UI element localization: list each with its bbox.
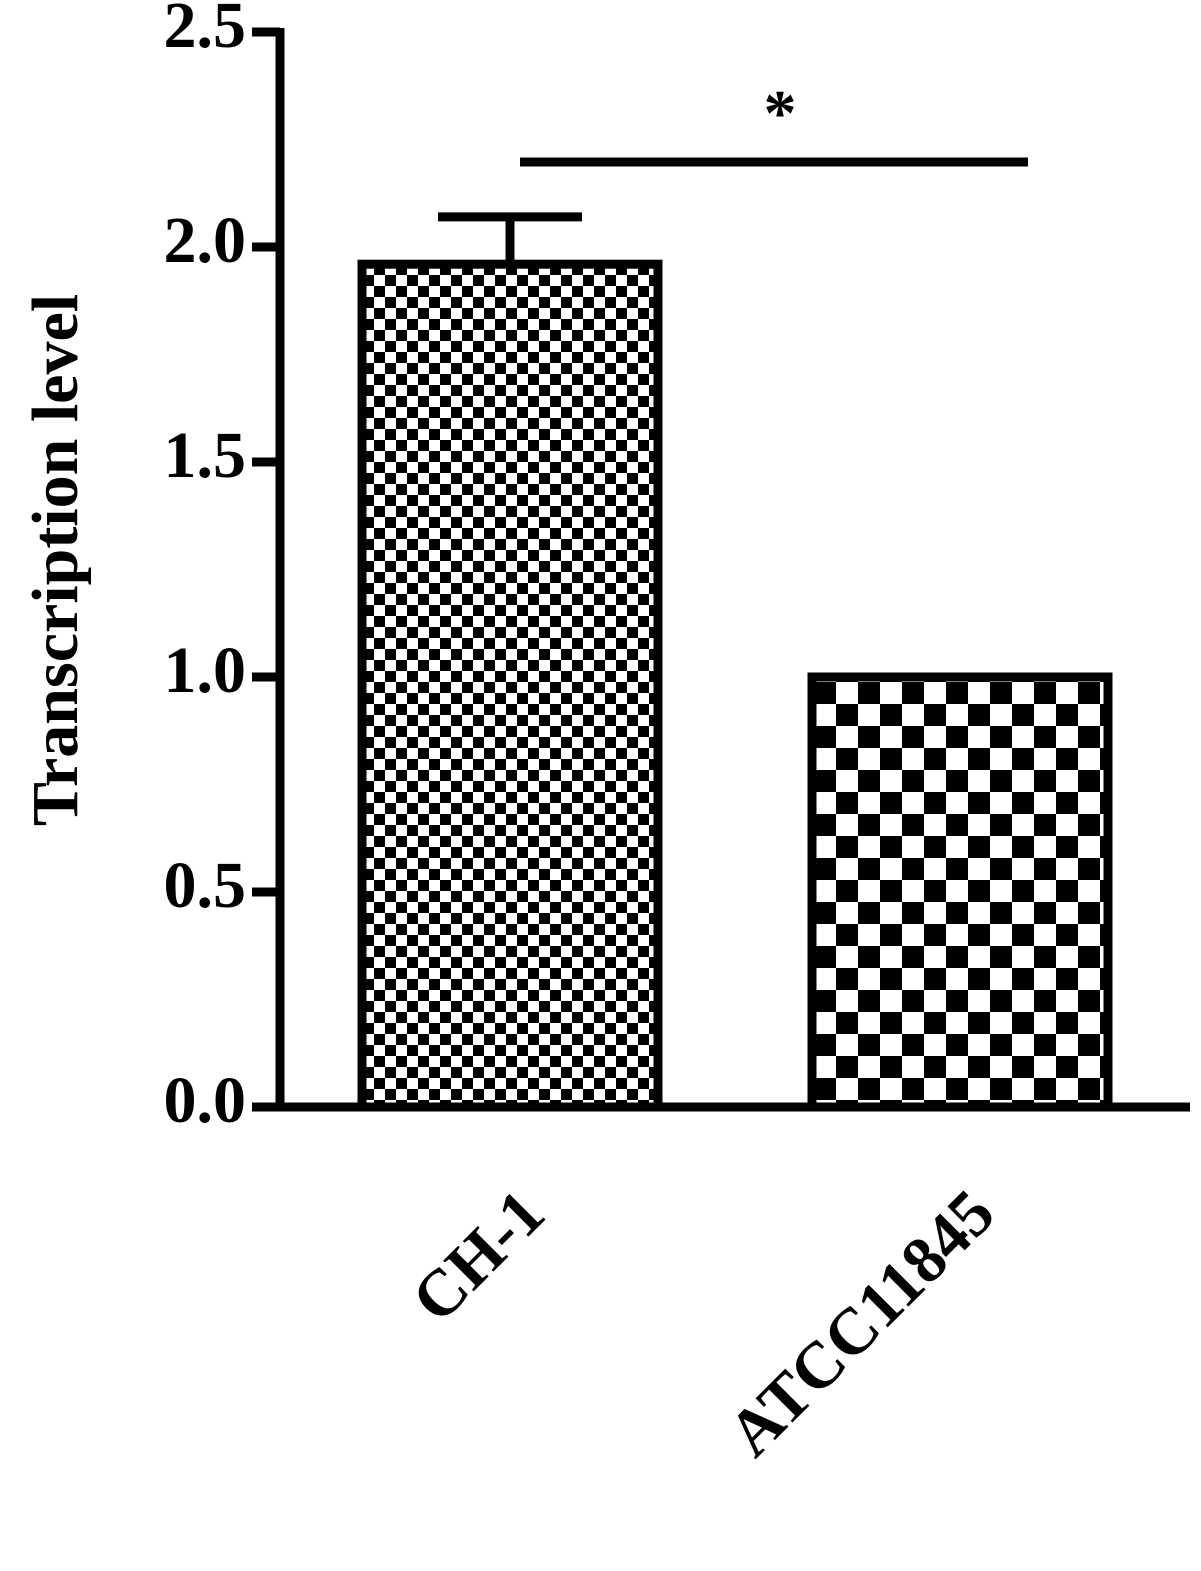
y-axis-label: Transcription level (19, 294, 92, 826)
x-tick-label: CH-1 (398, 1176, 559, 1337)
y-tick-label: 0.0 (164, 1064, 247, 1137)
y-tick-label: 1.0 (164, 634, 247, 707)
y-tick-label: 2.0 (164, 204, 247, 277)
significance-label: * (764, 77, 797, 150)
y-tick-label: 2.5 (164, 0, 247, 62)
x-tick-label: ATCC11845 (714, 1176, 1008, 1470)
y-tick-label: 0.5 (164, 849, 247, 922)
y-tick-label: 1.5 (164, 419, 247, 492)
bar (807, 672, 1113, 1112)
bar (357, 259, 663, 1112)
